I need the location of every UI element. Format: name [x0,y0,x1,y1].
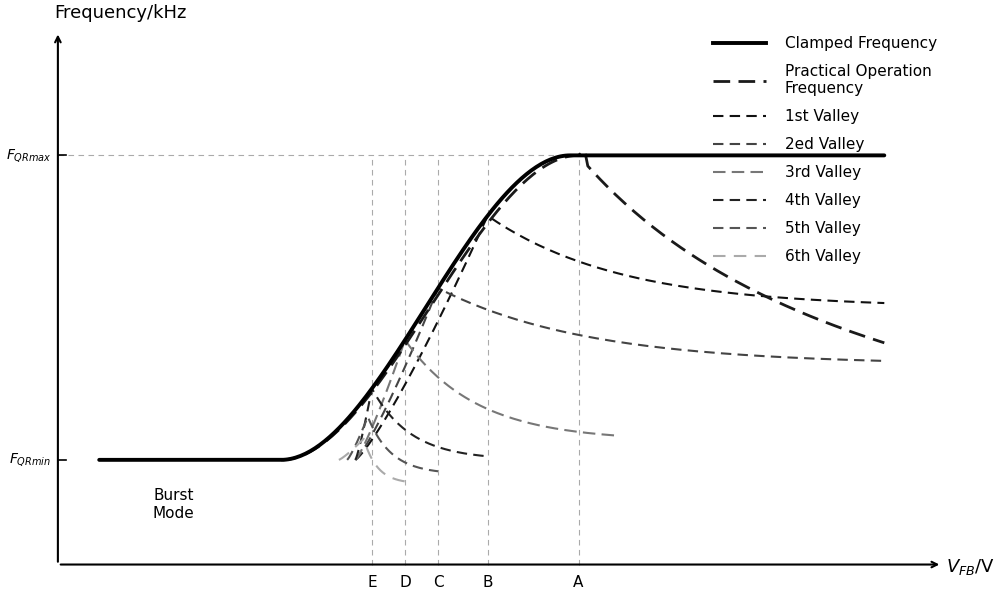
Text: $F_{QRmin}$: $F_{QRmin}$ [9,451,51,468]
Text: A: A [573,575,584,590]
Text: E: E [367,575,377,590]
Text: Burst
Mode: Burst Mode [153,488,194,521]
Legend: Clamped Frequency, Practical Operation
Frequency, 1st Valley, 2ed Valley, 3rd Va: Clamped Frequency, Practical Operation F… [707,30,943,270]
Text: $V_{FB}$/V: $V_{FB}$/V [946,557,995,577]
Text: B: B [482,575,493,590]
Text: C: C [433,575,443,590]
Text: Frequency/kHz: Frequency/kHz [54,4,186,22]
Text: $F_{QRmax}$: $F_{QRmax}$ [6,147,51,164]
Text: D: D [399,575,411,590]
